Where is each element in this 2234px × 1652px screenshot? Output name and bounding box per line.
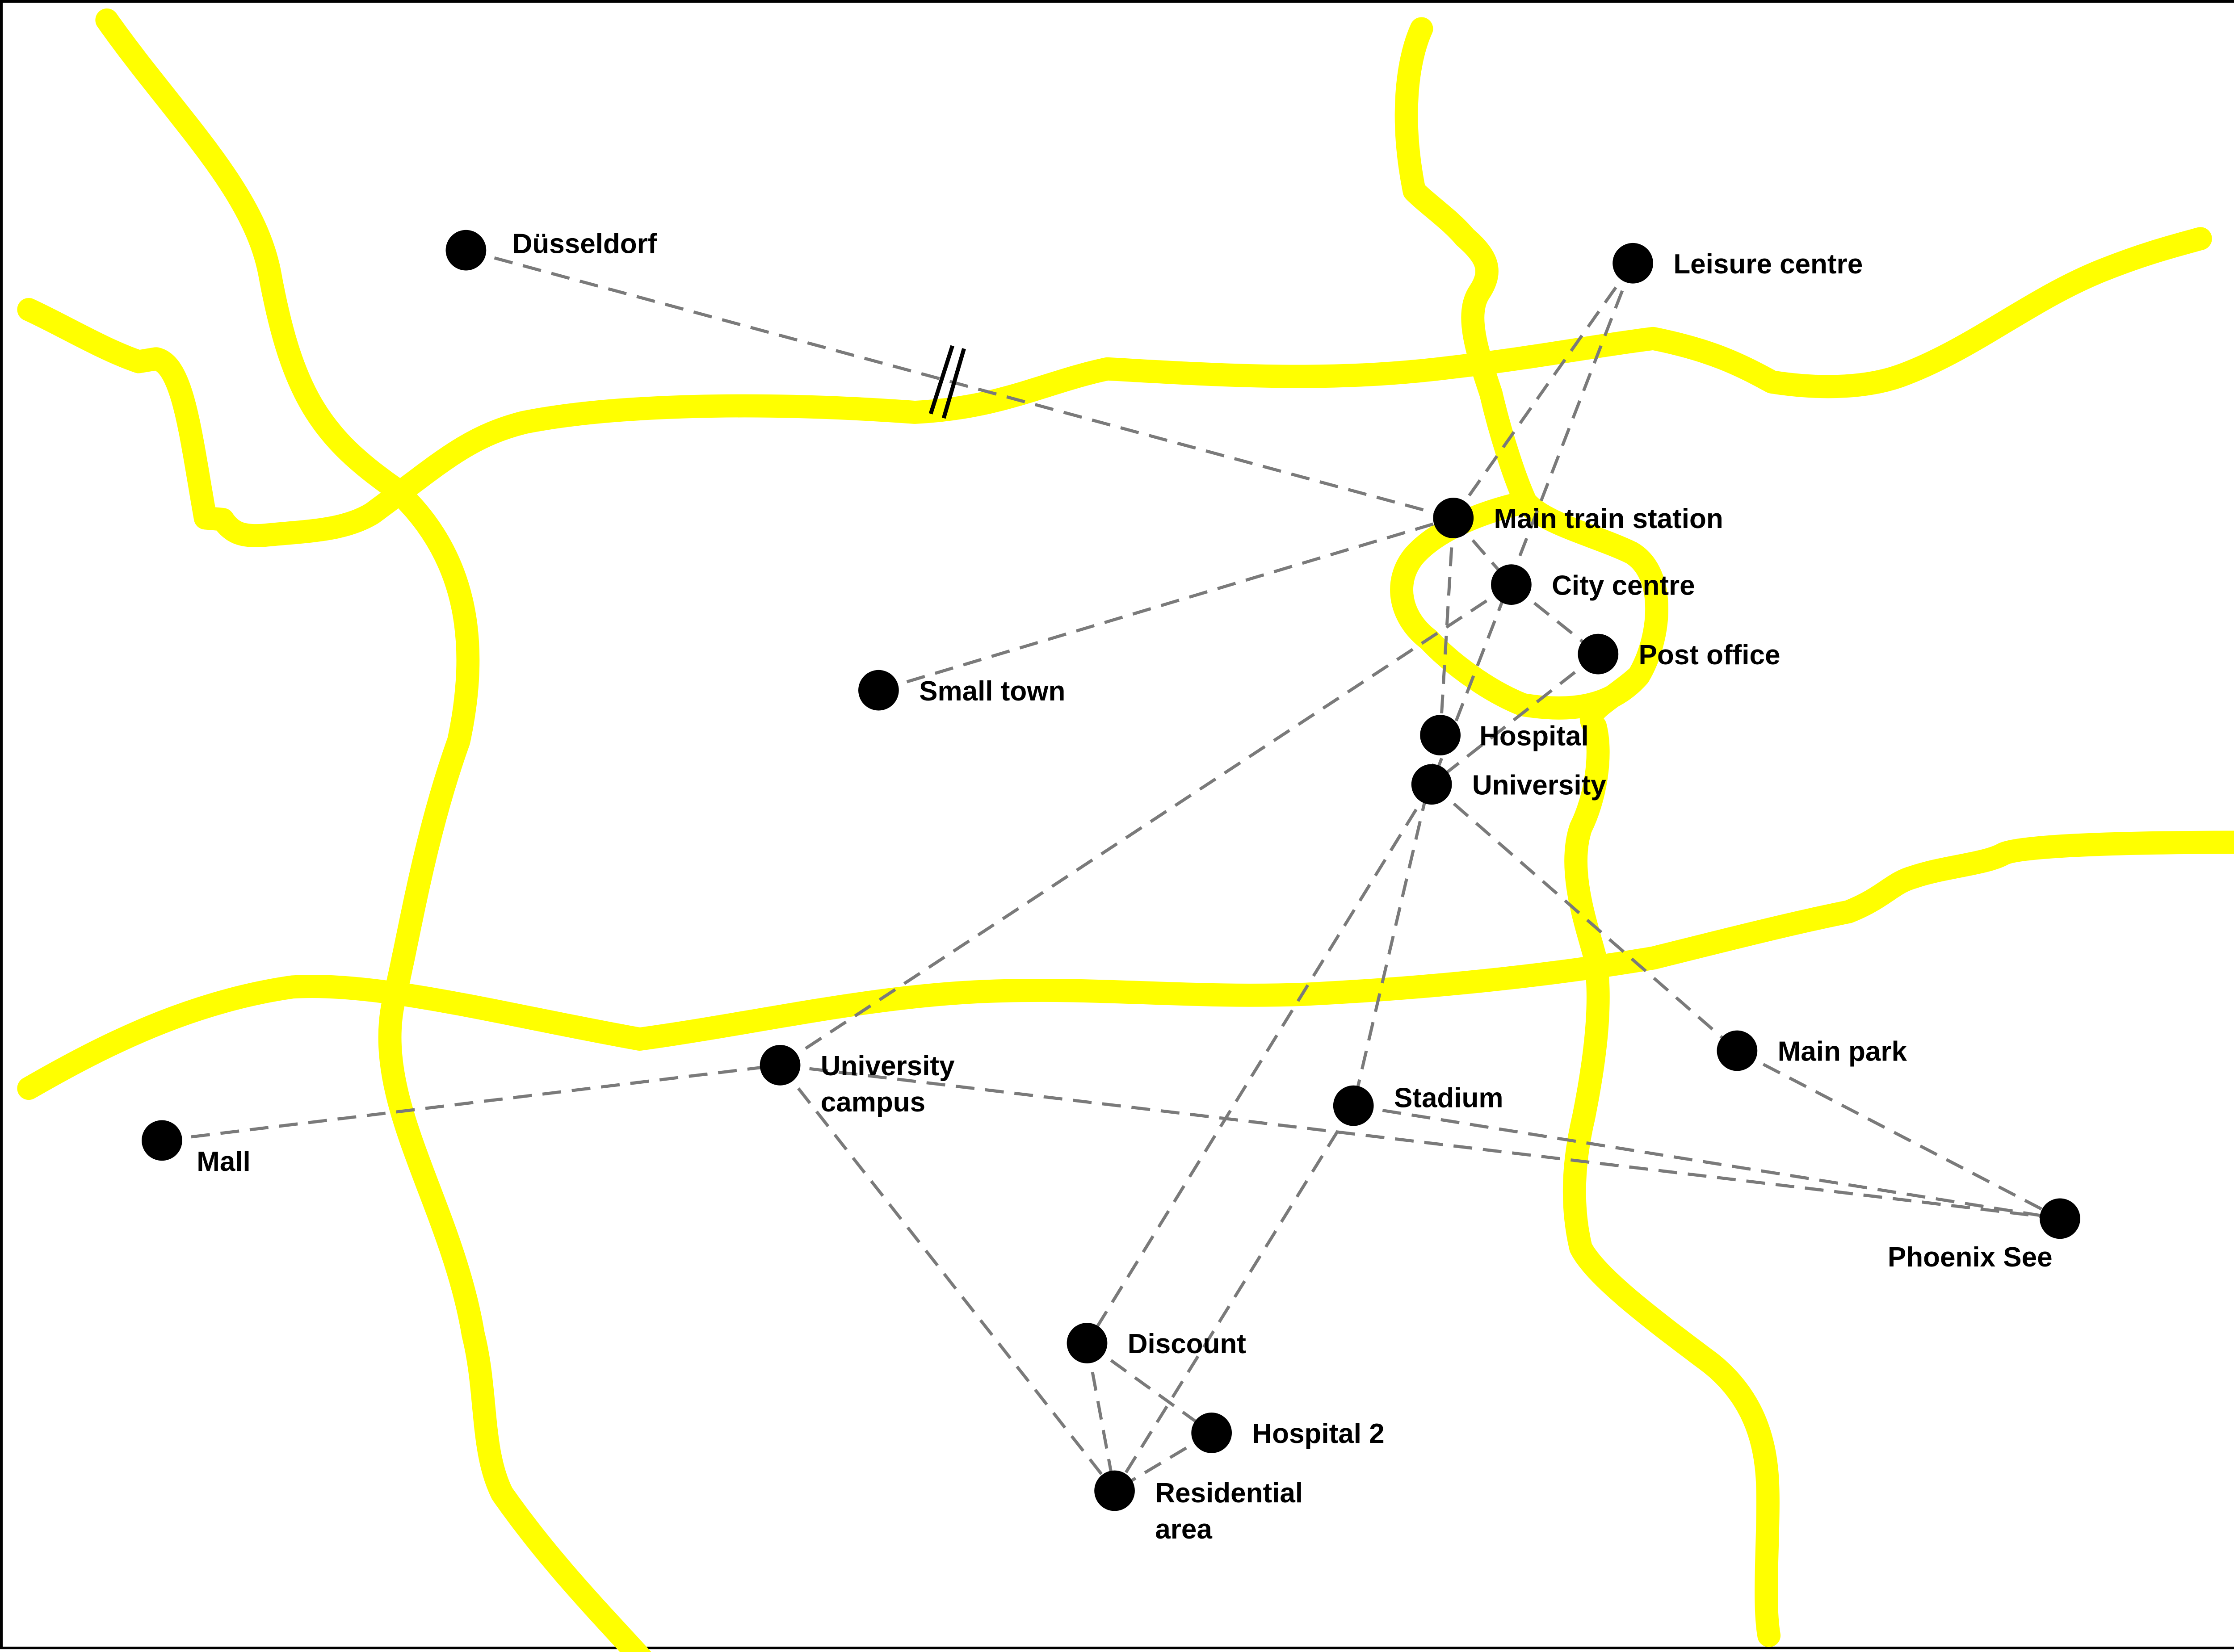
node-main_station[interactable]: Main train station <box>1433 498 1723 538</box>
node-marker[interactable] <box>1067 1323 1108 1363</box>
node-marker[interactable] <box>142 1120 182 1161</box>
link-stadium-residential <box>1113 1105 1355 1492</box>
node-marker[interactable] <box>1333 1085 1374 1126</box>
node-label: Post office <box>1639 640 1780 671</box>
link-discount-residential <box>1085 1342 1116 1491</box>
node-city_centre[interactable]: City centre <box>1491 564 1695 605</box>
node-university[interactable]: University <box>1411 764 1606 805</box>
node-label: campus <box>821 1087 925 1118</box>
node-marker[interactable] <box>2040 1198 2080 1239</box>
node-marker[interactable] <box>1613 243 1653 284</box>
node-label: Small town <box>919 676 1065 707</box>
node-leisure[interactable]: Leisure centre <box>1613 243 1863 284</box>
link-post_office-university <box>1431 653 1599 786</box>
link-leisure-university <box>1430 262 1634 785</box>
node-small_town[interactable]: Small town <box>858 670 1065 711</box>
road-3 <box>17 830 2234 1100</box>
link-dusseldorf-main_station <box>465 248 1454 520</box>
node-label: Düsseldorf <box>512 229 657 260</box>
node-label: Mall <box>197 1146 251 1177</box>
node-label: area <box>1155 1514 1212 1545</box>
node-marker[interactable] <box>1578 633 1619 675</box>
node-label: University <box>1472 770 1606 801</box>
node-main_park[interactable]: Main park <box>1717 1030 1907 1071</box>
link-uni_campus-phoenix <box>780 1063 2060 1220</box>
node-label: City centre <box>1552 570 1695 601</box>
link-leisure-main_station <box>1452 262 1634 519</box>
node-marker[interactable] <box>1491 564 1532 605</box>
node-marker[interactable] <box>858 670 899 711</box>
node-post_office[interactable]: Post office <box>1578 633 1780 675</box>
node-marker[interactable] <box>1191 1413 1232 1453</box>
node-label: Residential <box>1155 1478 1303 1509</box>
node-label: Hospital <box>1479 721 1589 751</box>
link-small_town-main_station <box>878 516 1454 692</box>
node-marker[interactable] <box>1717 1030 1758 1071</box>
node-marker[interactable] <box>1433 498 1474 538</box>
node-dusseldorf[interactable]: Düsseldorf <box>445 229 657 271</box>
link-discount-hospital2 <box>1086 1342 1213 1434</box>
node-label: Discount <box>1128 1329 1246 1359</box>
node-mall[interactable]: Mall <box>142 1120 251 1177</box>
map-canvas: Düsseldorf Leisure centre Main train stati… <box>17 8 2234 1652</box>
node-label: Main train station <box>1494 503 1723 534</box>
road-1 <box>95 8 651 1652</box>
node-hospital[interactable]: Hospital <box>1420 715 1589 755</box>
node-phoenix[interactable]: Phoenix See <box>1888 1198 2080 1273</box>
link-university-discount <box>1086 783 1433 1344</box>
node-label: Hospital 2 <box>1252 1418 1384 1449</box>
node-discount[interactable]: Discount <box>1067 1323 1246 1363</box>
link-stadium-phoenix <box>1353 1104 2061 1220</box>
node-hospital2[interactable]: Hospital 2 <box>1191 1413 1385 1453</box>
node-marker[interactable] <box>760 1045 801 1086</box>
node-stadium[interactable]: Stadium <box>1333 1082 1503 1126</box>
road-2 <box>17 227 2212 547</box>
node-marker[interactable] <box>1094 1470 1135 1511</box>
link-main_station-hospital <box>1439 518 1455 735</box>
node-marker[interactable] <box>445 230 487 271</box>
node-label: Main park <box>1778 1036 1907 1067</box>
interruption-marks <box>928 345 966 419</box>
node-label: Leisure centre <box>1673 249 1863 280</box>
link-mall-uni_campus <box>162 1063 781 1142</box>
node-label: University <box>821 1051 955 1082</box>
node-label: Phoenix See <box>1888 1242 2053 1273</box>
connection-links <box>162 248 2061 1493</box>
node-residential[interactable]: Residential area <box>1094 1470 1303 1545</box>
node-uni_campus[interactable]: University campus <box>760 1045 955 1118</box>
map-nodes: Düsseldorf Leisure centre Main train stati… <box>142 229 2080 1545</box>
link-university-main_park <box>1430 783 1738 1052</box>
link-main_park-phoenix <box>1736 1049 2061 1220</box>
interruption-tick-2 <box>941 348 966 419</box>
node-marker[interactable] <box>1420 715 1461 755</box>
node-label: Stadium <box>1394 1082 1503 1113</box>
link-uni_campus-residential <box>779 1064 1116 1492</box>
road-4 <box>1394 17 1781 1647</box>
node-marker[interactable] <box>1411 764 1452 805</box>
interruption-tick-1 <box>928 345 954 415</box>
